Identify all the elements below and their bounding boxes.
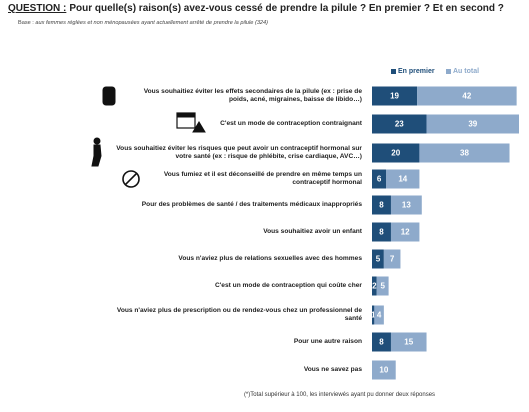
- value-label: 6: [377, 175, 382, 184]
- bar-segment: [383, 249, 401, 269]
- category-label: Vous n'aviez plus de prescription ou de …: [116, 307, 362, 322]
- icon-head: [93, 137, 101, 145]
- bar-segment: [372, 143, 420, 163]
- value-label: 13: [402, 201, 411, 210]
- value-label: 19: [390, 92, 399, 101]
- bar-segment: [372, 222, 391, 242]
- value-label: 23: [395, 120, 404, 129]
- icon-warning: [192, 121, 206, 133]
- legend-label: En premier: [398, 68, 435, 75]
- bar-segment: [372, 86, 418, 106]
- legend-label: Au total: [453, 68, 480, 75]
- bar-segment: [390, 222, 420, 242]
- value-label: 8: [379, 228, 384, 237]
- legend-item: En premier: [391, 68, 435, 75]
- value-label: 8: [379, 201, 384, 210]
- icons: [91, 86, 206, 188]
- category-label: C'est un mode de contraception contraign…: [220, 120, 362, 127]
- value-label: 4: [377, 311, 382, 320]
- title: QUESTION : Pour quelle(s) raison(s) avez-…: [8, 3, 504, 14]
- bar-segment: [390, 332, 427, 352]
- bar-segment: [372, 276, 377, 296]
- base: Base : aux femmes réglées et non ménopau…: [18, 20, 268, 26]
- category-label: Vous souhaitiez éviter les effets second…: [143, 88, 362, 103]
- bar-segment: [417, 86, 517, 106]
- bar-segment: [372, 360, 396, 380]
- category-label: Vous n'aviez plus de relations sexuelles…: [178, 255, 362, 262]
- value-label: 8: [379, 338, 384, 347]
- bar-segment: [374, 305, 384, 325]
- bar-segment: [372, 249, 384, 269]
- bar-segment: [372, 114, 427, 134]
- bar-segment: [426, 114, 519, 134]
- category-label: Vous fumiez et il est déconseillé de pre…: [163, 171, 362, 186]
- value-label: 7: [390, 255, 395, 264]
- value-label: 2: [372, 282, 377, 291]
- value-label: 5: [376, 255, 381, 264]
- category-label: Vous souhaitiez avoir un enfant: [263, 228, 362, 235]
- value-label: 10: [379, 366, 388, 375]
- value-label: 20: [391, 149, 400, 158]
- bar-segment: [386, 169, 420, 189]
- legend-swatch: [391, 68, 396, 74]
- category-label: Pour des problèmes de santé / des traite…: [141, 201, 362, 208]
- value-label: 39: [468, 120, 477, 129]
- icon-body: [102, 86, 116, 106]
- value-label: 15: [404, 338, 413, 347]
- value-label: 14: [398, 175, 407, 184]
- bar-segment: [390, 195, 422, 215]
- title-text: Pour quelle(s) raison(s) avez-vous cessé…: [69, 3, 504, 14]
- bar-segment: [372, 169, 387, 189]
- title-prefix: QUESTION :: [8, 3, 67, 14]
- value-label: 12: [401, 228, 410, 237]
- footnote: (*)Total supérieur à 100, les interviewé…: [243, 392, 436, 398]
- icon-person: [91, 144, 102, 167]
- category-label: Vous souhaitiez éviter les risques que p…: [116, 145, 362, 160]
- legend-item: Au total: [446, 68, 479, 75]
- value-label: 38: [460, 149, 469, 158]
- category-label: Vous ne savez pas: [303, 366, 362, 373]
- bar-segment: [376, 276, 389, 296]
- value-label: 5: [380, 282, 385, 291]
- icon-calendar-top: [176, 112, 196, 118]
- base-text: aux femmes réglées et non ménopausées ay…: [35, 20, 269, 26]
- bar-segment: [372, 332, 391, 352]
- value-label: 1: [371, 311, 376, 320]
- icon-no-smoking-bar: [124, 172, 138, 186]
- legend-swatch: [446, 68, 451, 74]
- category-label: Pour une autre raison: [293, 338, 362, 345]
- bar-segment: [372, 195, 391, 215]
- value-label: 42: [462, 92, 471, 101]
- bar-segment: [372, 305, 375, 325]
- bar-segment: [419, 143, 510, 163]
- base-prefix: Base :: [18, 20, 34, 26]
- category-label: C'est un mode de contraception qui coûte…: [214, 282, 362, 289]
